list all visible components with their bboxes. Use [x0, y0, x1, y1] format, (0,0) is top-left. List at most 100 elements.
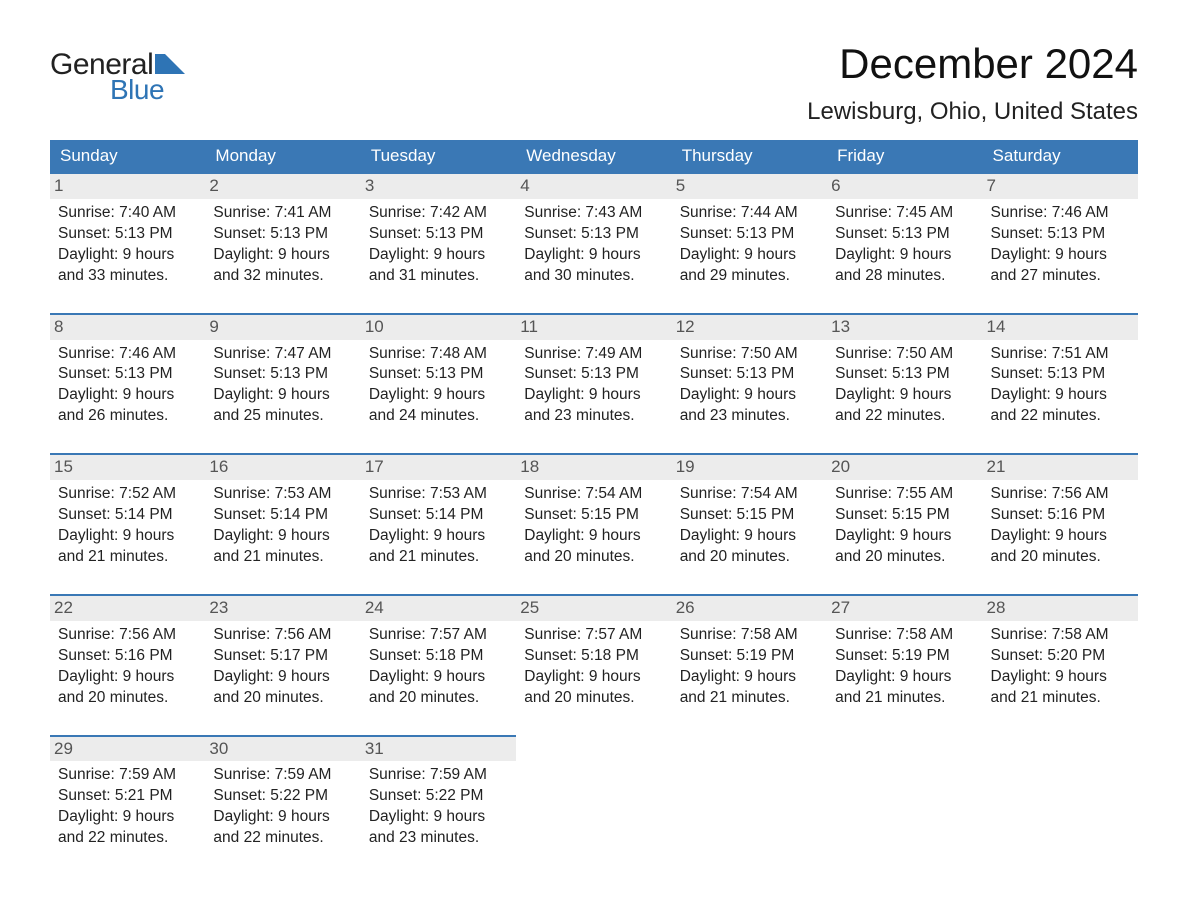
day-number: 14	[983, 315, 1138, 340]
calendar-week: 15 Sunrise: 7:52 AMSunset: 5:14 PMDayligh…	[50, 454, 1138, 595]
day-d1: Daylight: 9 hours	[835, 245, 976, 266]
day-sunrise: Sunrise: 7:54 AM	[524, 484, 665, 505]
calendar-week: 8Sunrise: 7:46 AMSunset: 5:13 PMDaylight…	[50, 314, 1138, 455]
calendar-week: 22Sunrise: 7:56 AMSunset: 5:16 PMDayligh…	[50, 595, 1138, 736]
day-d1: Daylight: 9 hours	[58, 807, 199, 828]
day-number: 1	[50, 174, 205, 199]
calendar-day-cell	[672, 736, 827, 876]
day-sunset: Sunset: 5:13 PM	[369, 224, 510, 245]
day-details: Sunrise: 7:49 AMSunset: 5:13 PMDaylight:…	[522, 344, 665, 428]
day-number: 2	[205, 174, 360, 199]
day-d1: Daylight: 9 hours	[524, 245, 665, 266]
calendar-day-cell: 12Sunrise: 7:50 AMSunset: 5:13 PMDayligh…	[672, 314, 827, 455]
day-sunset: Sunset: 5:15 PM	[680, 505, 821, 526]
calendar-day-cell: 16Sunrise: 7:53 AMSunset: 5:14 PMDayligh…	[205, 454, 360, 595]
calendar-day-cell: 13Sunrise: 7:50 AMSunset: 5:13 PMDayligh…	[827, 314, 982, 455]
day-d2: and 30 minutes.	[524, 266, 665, 287]
day-sunrise: Sunrise: 7:58 AM	[680, 625, 821, 646]
day-number: 16	[205, 455, 360, 480]
day-sunset: Sunset: 5:13 PM	[680, 224, 821, 245]
day-sunrise: Sunrise: 7:56 AM	[213, 625, 354, 646]
calendar-header-row: SundayMondayTuesdayWednesdayThursdayFrid…	[50, 140, 1138, 173]
weekday-header: Tuesday	[361, 140, 516, 173]
calendar-day-cell: 25Sunrise: 7:57 AMSunset: 5:18 PMDayligh…	[516, 595, 671, 736]
day-details: Sunrise: 7:52 AMSunset: 5:14 PMDaylight:…	[56, 484, 199, 568]
day-d2: and 24 minutes.	[369, 406, 510, 427]
day-details: Sunrise: 7:54 AMSunset: 5:15 PMDaylight:…	[678, 484, 821, 568]
day-d2: and 21 minutes.	[991, 688, 1132, 709]
day-d1: Daylight: 9 hours	[680, 245, 821, 266]
location-subtitle: Lewisburg, Ohio, United States	[807, 98, 1138, 126]
day-sunrise: Sunrise: 7:59 AM	[58, 765, 199, 786]
day-sunset: Sunset: 5:20 PM	[991, 646, 1132, 667]
calendar-day-cell: 24Sunrise: 7:57 AMSunset: 5:18 PMDayligh…	[361, 595, 516, 736]
day-sunrise: Sunrise: 7:41 AM	[213, 203, 354, 224]
calendar-day-cell: 14 Sunrise: 7:51 AMSunset: 5:13 PMDayligh…	[983, 314, 1138, 455]
calendar-day-cell: 26Sunrise: 7:58 AMSunset: 5:19 PMDayligh…	[672, 595, 827, 736]
calendar-day-cell: 9Sunrise: 7:47 AMSunset: 5:13 PMDaylight…	[205, 314, 360, 455]
day-d2: and 31 minutes.	[369, 266, 510, 287]
weekday-header: Thursday	[672, 140, 827, 173]
day-d2: and 20 minutes.	[369, 688, 510, 709]
day-sunset: Sunset: 5:18 PM	[369, 646, 510, 667]
day-sunset: Sunset: 5:16 PM	[58, 646, 199, 667]
day-details: Sunrise: 7:48 AMSunset: 5:13 PMDaylight:…	[367, 344, 510, 428]
day-details: Sunrise: 7:41 AMSunset: 5:13 PMDaylight:…	[211, 203, 354, 287]
day-number: 6	[827, 174, 982, 199]
day-d1: Daylight: 9 hours	[835, 667, 976, 688]
calendar-day-cell: 2 Sunrise: 7:41 AMSunset: 5:13 PMDaylight…	[205, 173, 360, 314]
calendar-day-cell: 18Sunrise: 7:54 AMSunset: 5:15 PMDayligh…	[516, 454, 671, 595]
calendar-day-cell: 17Sunrise: 7:53 AMSunset: 5:14 PMDayligh…	[361, 454, 516, 595]
day-sunrise: Sunrise: 7:49 AM	[524, 344, 665, 365]
day-d2: and 20 minutes.	[680, 547, 821, 568]
day-sunrise: Sunrise: 7:45 AM	[835, 203, 976, 224]
day-sunrise: Sunrise: 7:56 AM	[991, 484, 1132, 505]
calendar-day-cell	[827, 736, 982, 876]
day-details: Sunrise: 7:54 AMSunset: 5:15 PMDaylight:…	[522, 484, 665, 568]
calendar-day-cell: 4Sunrise: 7:43 AMSunset: 5:13 PMDaylight…	[516, 173, 671, 314]
day-sunset: Sunset: 5:15 PM	[835, 505, 976, 526]
day-d2: and 20 minutes.	[524, 547, 665, 568]
calendar-body: 1Sunrise: 7:40 AMSunset: 5:13 PMDaylight…	[50, 173, 1138, 875]
day-number: 12	[672, 315, 827, 340]
day-sunrise: Sunrise: 7:58 AM	[991, 625, 1132, 646]
calendar-day-cell: 28Sunrise: 7:58 AMSunset: 5:20 PMDayligh…	[983, 595, 1138, 736]
weekday-header: Saturday	[983, 140, 1138, 173]
day-number: 13	[827, 315, 982, 340]
day-number: 9	[205, 315, 360, 340]
day-d2: and 25 minutes.	[213, 406, 354, 427]
day-number: 27	[827, 596, 982, 621]
day-d1: Daylight: 9 hours	[369, 526, 510, 547]
day-d1: Daylight: 9 hours	[58, 245, 199, 266]
day-sunrise: Sunrise: 7:58 AM	[835, 625, 976, 646]
day-number: 11	[516, 315, 671, 340]
day-d1: Daylight: 9 hours	[680, 526, 821, 547]
day-sunrise: Sunrise: 7:56 AM	[58, 625, 199, 646]
weekday-header: Friday	[827, 140, 982, 173]
day-number: 4	[516, 174, 671, 199]
day-number: 24	[361, 596, 516, 621]
calendar-day-cell	[983, 736, 1138, 876]
day-sunset: Sunset: 5:17 PM	[213, 646, 354, 667]
day-d1: Daylight: 9 hours	[835, 385, 976, 406]
day-number: 15	[50, 455, 205, 480]
day-d2: and 23 minutes.	[369, 828, 510, 849]
day-sunset: Sunset: 5:13 PM	[213, 364, 354, 385]
logo-word-blue: Blue	[110, 74, 164, 106]
day-sunrise: Sunrise: 7:48 AM	[369, 344, 510, 365]
day-details: Sunrise: 7:51 AMSunset: 5:13 PMDaylight:…	[989, 344, 1132, 428]
day-d2: and 28 minutes.	[835, 266, 976, 287]
weekday-header: Sunday	[50, 140, 205, 173]
day-details: Sunrise: 7:56 AMSunset: 5:17 PMDaylight:…	[211, 625, 354, 709]
day-number: 3	[361, 174, 516, 199]
calendar-day-cell: 7Sunrise: 7:46 AMSunset: 5:13 PMDaylight…	[983, 173, 1138, 314]
day-d1: Daylight: 9 hours	[213, 667, 354, 688]
calendar-day-cell: 31Sunrise: 7:59 AMSunset: 5:22 PMDayligh…	[361, 736, 516, 876]
day-details: Sunrise: 7:58 AMSunset: 5:19 PMDaylight:…	[833, 625, 976, 709]
day-number: 21	[983, 455, 1138, 480]
day-sunset: Sunset: 5:13 PM	[524, 364, 665, 385]
calendar-day-cell: 22Sunrise: 7:56 AMSunset: 5:16 PMDayligh…	[50, 595, 205, 736]
day-number: 26	[672, 596, 827, 621]
day-sunset: Sunset: 5:13 PM	[58, 224, 199, 245]
calendar-week: 1Sunrise: 7:40 AMSunset: 5:13 PMDaylight…	[50, 173, 1138, 314]
